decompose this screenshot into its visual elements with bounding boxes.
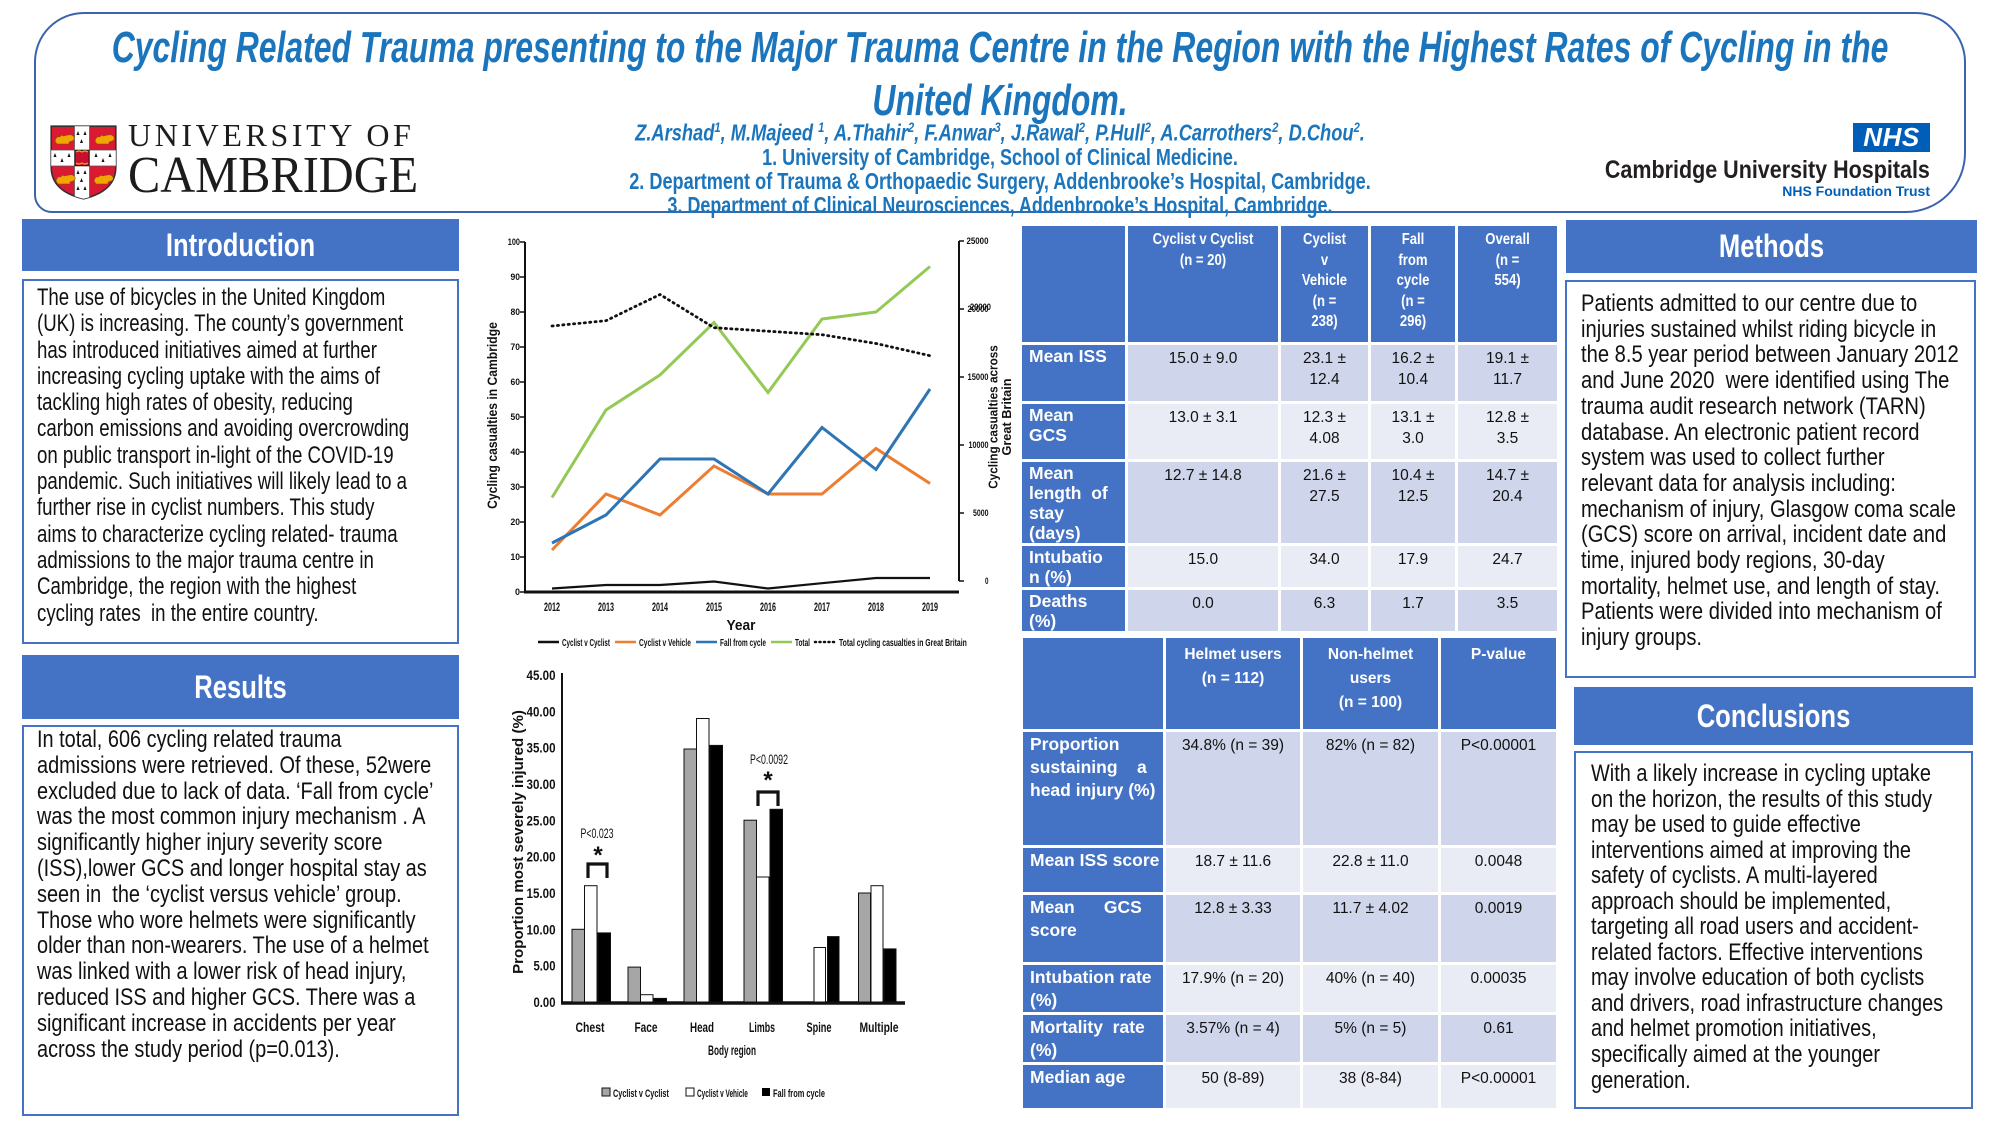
svg-text:Head: Head [690,1019,714,1035]
svg-text:2016: 2016 [760,601,776,614]
svg-text:Year: Year [727,617,756,634]
svg-text:Cyclist v Vehicle: Cyclist v Vehicle [697,1087,748,1099]
svg-text:Cyclist v Cyclist: Cyclist v Cyclist [613,1088,669,1100]
svg-text:40.00: 40.00 [527,705,556,720]
svg-text:60: 60 [510,377,520,387]
svg-text:50: 50 [510,412,520,422]
svg-text:Face: Face [635,1019,658,1035]
svg-text:35.00: 35.00 [527,741,556,756]
svg-text:2017: 2017 [814,601,830,614]
svg-text:Cyclist v Vehicle: Cyclist v Vehicle [639,637,691,649]
svg-text:Fall from cycle: Fall from cycle [720,637,766,649]
svg-text:Multiple: Multiple [859,1019,898,1035]
svg-text:0.00: 0.00 [534,995,556,1010]
svg-text:20000: 20000 [970,301,991,312]
svg-text:Cycling casualties in Cambridg: Cycling casualties in Cambridge [484,322,500,509]
svg-text:0: 0 [985,576,988,586]
svg-text:100: 100 [508,237,521,247]
svg-text:Spine: Spine [807,1019,832,1036]
svg-text:15000: 15000 [968,371,989,382]
svg-text:20: 20 [510,517,520,527]
svg-text:Cyclist v Cyclist: Cyclist v Cyclist [562,636,610,648]
svg-text:Limbs: Limbs [749,1020,775,1036]
svg-text:10.00: 10.00 [527,923,556,938]
svg-text:Cycling casualties across: Cycling casualties across [986,345,1001,489]
svg-text:Total: Total [795,637,810,649]
svg-text:15.00: 15.00 [527,886,556,901]
svg-text:5.00: 5.00 [534,959,556,974]
svg-text:30: 30 [510,482,520,492]
svg-text:90: 90 [510,272,520,282]
svg-text:25000: 25000 [966,236,988,247]
svg-text:Great Britain: Great Britain [999,378,1014,455]
svg-text:P<0.0092: P<0.0092 [750,753,788,767]
svg-text:Chest: Chest [575,1020,604,1036]
svg-text:30.00: 30.00 [527,777,556,792]
svg-text:Proportion most severely injur: Proportion most severely injured (%) [511,710,527,974]
svg-text:70: 70 [510,342,520,352]
svg-text:25.00: 25.00 [527,814,556,829]
svg-text:10: 10 [510,552,520,562]
svg-text:Total cycling casualties in Gr: Total cycling casualties in Great Britai… [839,637,967,649]
svg-text:2014: 2014 [652,601,668,614]
svg-text:2015: 2015 [706,601,722,614]
svg-text:2012: 2012 [544,601,560,614]
svg-text:0: 0 [515,587,520,597]
svg-text:5000: 5000 [973,508,989,518]
svg-text:Body region: Body region [708,1044,756,1059]
svg-text:45.00: 45.00 [527,668,556,683]
svg-text:40: 40 [510,447,520,457]
svg-text:*: * [593,842,603,869]
svg-text:2013: 2013 [598,601,614,614]
svg-text:80: 80 [510,307,520,317]
svg-text:10000: 10000 [969,440,989,450]
svg-text:P<0.023: P<0.023 [581,827,614,841]
svg-text:*: * [763,767,773,794]
svg-text:20.00: 20.00 [527,850,556,865]
svg-text:20000: 20000 [968,303,989,314]
svg-text:Fall from cycle: Fall from cycle [773,1088,825,1100]
svg-text:2019: 2019 [922,601,938,614]
svg-text:2018: 2018 [868,601,884,614]
